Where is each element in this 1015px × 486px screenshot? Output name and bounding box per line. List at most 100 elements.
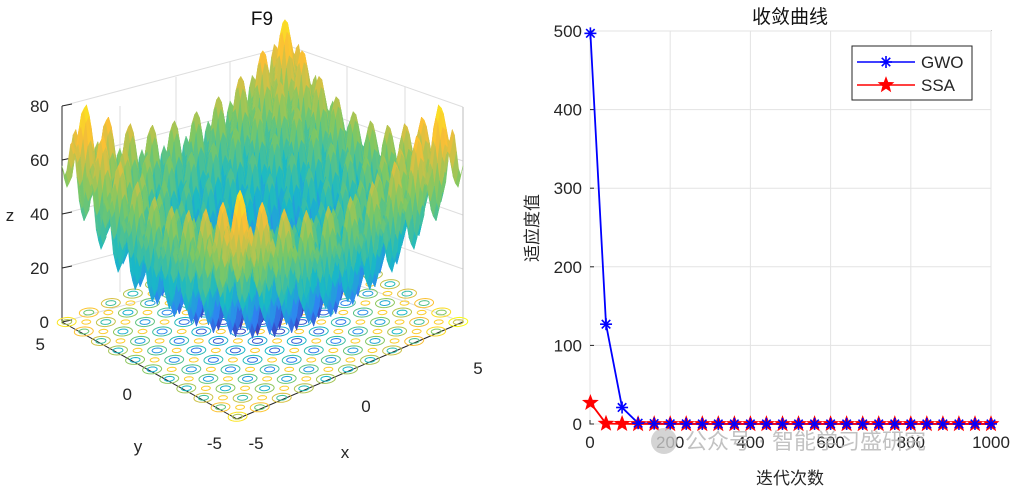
contour-peak-ring bbox=[245, 366, 256, 373]
contour-ring bbox=[276, 373, 297, 384]
contour-ring bbox=[108, 345, 128, 356]
contour-ring bbox=[210, 402, 231, 413]
contour-ring bbox=[163, 375, 175, 382]
contour-peak-ring bbox=[81, 319, 92, 325]
contour-ring bbox=[181, 364, 202, 375]
contour-ring bbox=[325, 356, 337, 363]
contour-ring bbox=[392, 307, 412, 318]
contour-ring bbox=[122, 309, 134, 316]
contour-ring bbox=[325, 335, 346, 347]
contour-ring bbox=[125, 354, 145, 365]
contour-ring bbox=[142, 364, 163, 375]
contour-ring bbox=[247, 356, 258, 363]
contour-ring bbox=[343, 345, 363, 356]
contour-ring bbox=[452, 319, 464, 325]
contour-ring bbox=[254, 404, 266, 411]
contour-ring bbox=[130, 335, 151, 347]
contour-ring bbox=[220, 364, 241, 375]
contour-peak-ring bbox=[120, 319, 131, 325]
contour-peak-ring bbox=[240, 385, 251, 392]
contour-peak-ring bbox=[382, 290, 393, 297]
contour-ring bbox=[374, 297, 395, 309]
contour-ring bbox=[100, 297, 121, 309]
contour-ring bbox=[147, 345, 167, 356]
contour-ring bbox=[78, 328, 90, 335]
contour-ring bbox=[353, 307, 373, 318]
contour-ring bbox=[237, 373, 258, 384]
contour-ring bbox=[303, 345, 324, 356]
contour-ring bbox=[230, 347, 241, 354]
contour-ring bbox=[191, 326, 212, 337]
contour-ring bbox=[113, 326, 133, 337]
contour-ring bbox=[144, 300, 156, 307]
contour-ring bbox=[316, 373, 336, 384]
contour-ring bbox=[56, 316, 77, 328]
contour-ring bbox=[178, 319, 190, 325]
contour-peak-ring bbox=[399, 300, 410, 306]
contour-ring bbox=[435, 309, 447, 316]
contour-peak-ring bbox=[137, 328, 148, 335]
contour-peak-ring bbox=[316, 319, 327, 325]
contour-ring bbox=[232, 392, 253, 403]
contour-peak-ring bbox=[188, 357, 199, 363]
contour-peak-ring bbox=[222, 376, 233, 382]
contour-ring bbox=[360, 354, 380, 365]
contour-ring bbox=[180, 385, 192, 392]
contour-ring bbox=[291, 337, 303, 344]
contour-peak-ring bbox=[360, 300, 371, 306]
contour-ring bbox=[225, 366, 237, 373]
contour-ring bbox=[352, 328, 364, 335]
contour-peak-ring bbox=[142, 309, 153, 316]
contour-ring bbox=[139, 319, 151, 325]
contour-ring bbox=[379, 300, 391, 307]
contour-ring bbox=[259, 385, 271, 392]
contour-ring bbox=[281, 375, 293, 382]
contour-ring bbox=[195, 328, 207, 335]
contour-ring bbox=[396, 309, 408, 316]
contour-ring bbox=[401, 290, 413, 297]
contour-peak-ring bbox=[345, 357, 356, 363]
contour-ring bbox=[105, 300, 117, 307]
contour-ring bbox=[249, 402, 270, 413]
contour-ring bbox=[95, 337, 107, 344]
contour-ring bbox=[247, 335, 268, 347]
rastrigin-surface bbox=[61, 19, 464, 339]
contour-peak-ring bbox=[257, 395, 268, 401]
contour-peak-ring bbox=[279, 385, 290, 392]
contour-ring bbox=[83, 309, 95, 316]
contour-peak-ring bbox=[227, 357, 238, 363]
contour-ring bbox=[404, 335, 425, 347]
contour-ring bbox=[335, 319, 347, 325]
contour-ring bbox=[276, 394, 288, 401]
contour-peak-ring bbox=[176, 328, 187, 335]
contour-peak-ring bbox=[294, 328, 305, 335]
contour-peak-ring bbox=[267, 357, 278, 363]
contour-ring bbox=[380, 279, 400, 290]
contour-ring bbox=[61, 319, 73, 325]
contour-ring bbox=[413, 319, 425, 325]
contour-peak-ring bbox=[232, 338, 243, 344]
contour-ring bbox=[95, 316, 116, 328]
contour-ring bbox=[112, 347, 124, 354]
contour-ring bbox=[286, 356, 298, 363]
contour-ring bbox=[286, 335, 307, 347]
contour-ring bbox=[215, 404, 226, 411]
contour-peak-ring bbox=[98, 328, 109, 335]
surface-plot-panel: F9 z 0 20 40 60 80 5 0 -5 y -5 0 5 x bbox=[6, 9, 483, 462]
contour-peak-ring bbox=[328, 347, 339, 354]
contour-peak-ring bbox=[355, 319, 366, 325]
contour-peak-ring bbox=[149, 357, 160, 363]
contour-ring bbox=[431, 307, 452, 318]
contour-peak-ring bbox=[284, 366, 295, 373]
contour-ring bbox=[176, 383, 197, 394]
contour-ring bbox=[146, 366, 158, 373]
contour-ring bbox=[190, 347, 202, 354]
contour-ring bbox=[227, 411, 248, 422]
contour-ring bbox=[100, 319, 112, 325]
contour-ring bbox=[259, 364, 280, 375]
contour-ring bbox=[127, 290, 139, 297]
contour-ring bbox=[348, 326, 368, 337]
contour-ring bbox=[298, 385, 310, 392]
contour-ring bbox=[448, 316, 469, 328]
